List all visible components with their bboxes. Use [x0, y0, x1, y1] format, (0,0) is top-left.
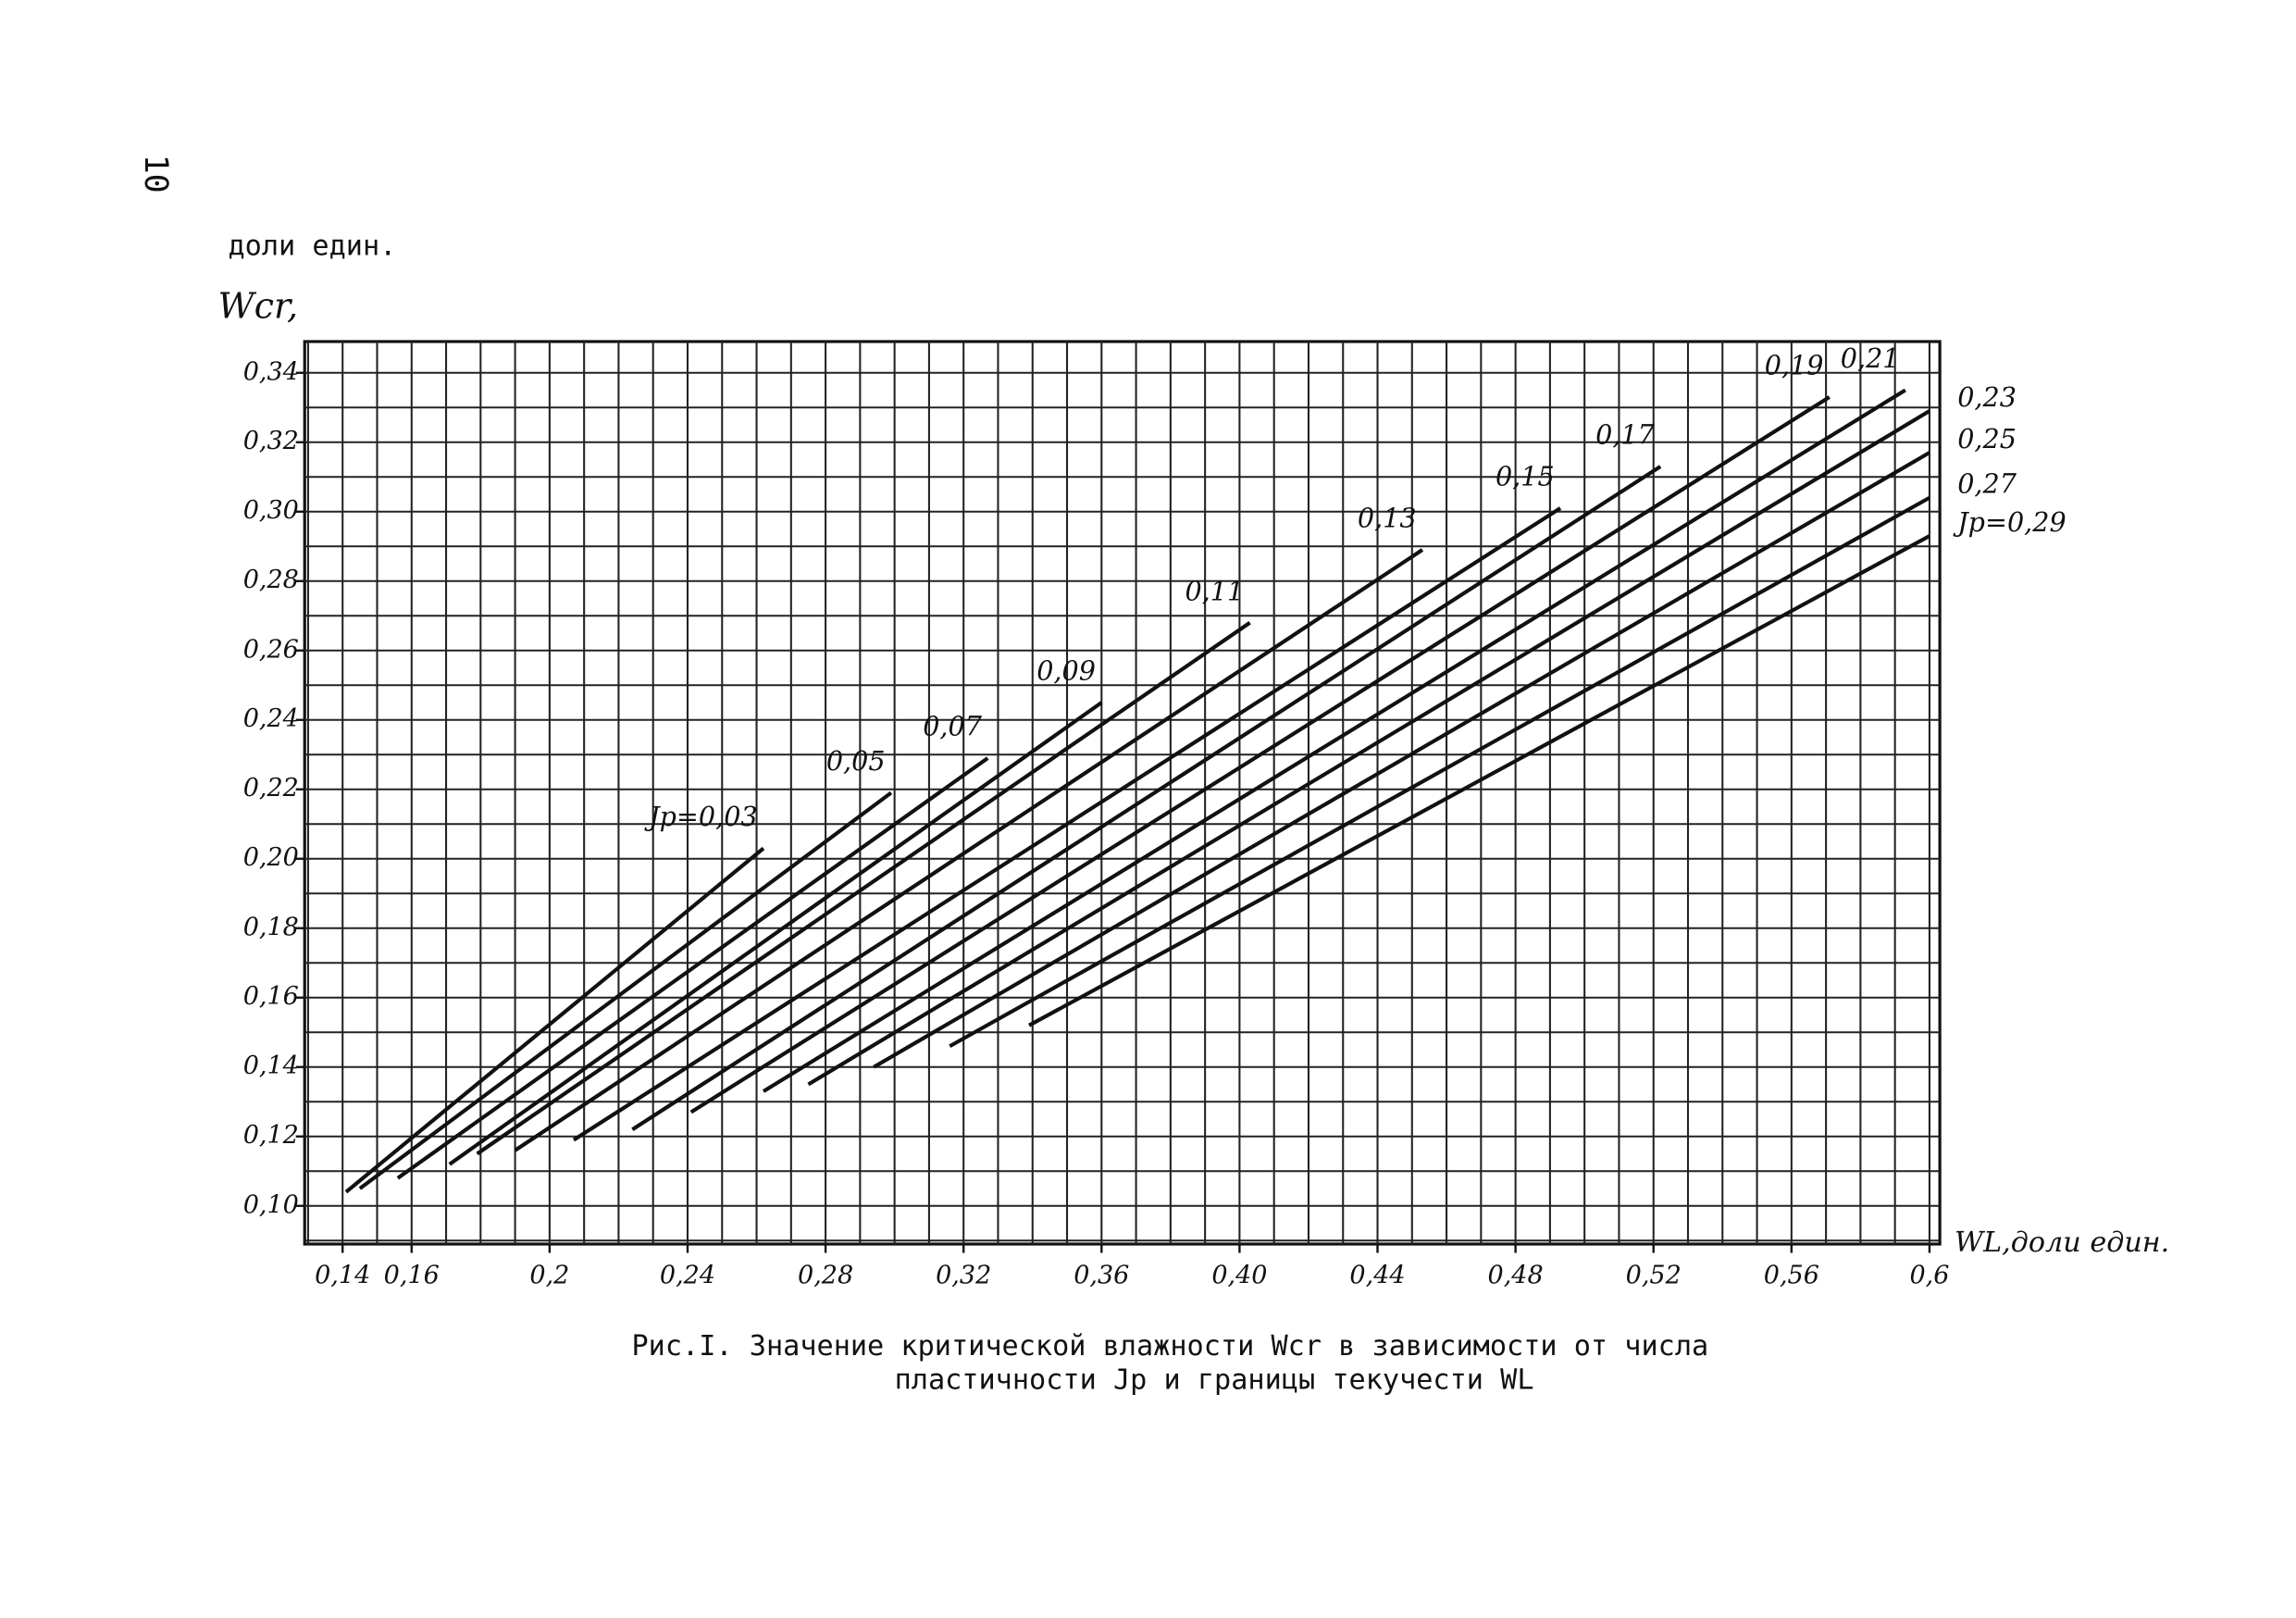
- y-tick-label: 0,22: [243, 774, 299, 803]
- x-tick-label: 0,40: [1211, 1261, 1267, 1289]
- x-tick-label: 0,52: [1626, 1261, 1682, 1289]
- y-tick-label: 0,10: [243, 1190, 299, 1219]
- y-tick-label: 0,30: [243, 496, 299, 525]
- curve: [514, 548, 1424, 1152]
- curve: [1028, 534, 1930, 1027]
- curve: [358, 790, 893, 1190]
- curve: [476, 621, 1251, 1156]
- curve: [807, 409, 1931, 1087]
- y-tick-label: 0,34: [243, 357, 299, 386]
- x-tick-label: 0,2: [529, 1261, 569, 1289]
- page-number: 10: [137, 155, 174, 193]
- curve: [344, 846, 765, 1194]
- curve: [762, 388, 1906, 1093]
- curve-label: 0,15: [1496, 461, 1555, 492]
- x-tick-label: 0,56: [1764, 1261, 1819, 1289]
- curve: [396, 756, 989, 1180]
- curve-label: 0,17: [1595, 419, 1655, 451]
- curve: [572, 506, 1562, 1142]
- curve: [631, 465, 1662, 1131]
- x-tick-label: 0,36: [1074, 1261, 1129, 1289]
- x-tick-label: 0,32: [936, 1261, 991, 1289]
- plot-frame: [303, 340, 1942, 1246]
- curve-label: 0,27: [1957, 468, 2017, 500]
- x-tick-label: 0,6: [1909, 1261, 1949, 1289]
- curve-label: Jp=0,03: [644, 801, 757, 832]
- x-tick-label: 0,14: [315, 1261, 370, 1289]
- curve-label: 0,05: [826, 745, 886, 777]
- y-axis-label: Wcr,: [217, 287, 298, 328]
- y-tick-label: 0,28: [243, 566, 299, 594]
- curve: [689, 395, 1831, 1114]
- x-tick-label: 0,44: [1349, 1261, 1405, 1289]
- x-tick-label: 0,16: [384, 1261, 440, 1289]
- caption-line: пластичности Jp и границы текучести WL: [895, 1363, 1534, 1396]
- curve-label: 0,21: [1841, 342, 1900, 374]
- unit-label: доли един.: [229, 230, 397, 263]
- y-tick-label: 0,32: [243, 427, 299, 455]
- x-tick-label: 0,24: [660, 1261, 715, 1289]
- x-axis-label: WL,доли един.: [1955, 1226, 2169, 1259]
- curve-label: 0,23: [1957, 381, 2017, 413]
- y-tick-label: 0,24: [243, 704, 299, 733]
- curve-label: 0,11: [1185, 575, 1245, 606]
- curve: [949, 495, 1930, 1049]
- y-tick-label: 0,18: [243, 913, 299, 941]
- x-tick-label: 0,48: [1488, 1261, 1544, 1289]
- y-tick-label: 0,16: [243, 982, 299, 1011]
- curve-label: 0,25: [1957, 423, 2017, 454]
- x-tick-label: 0,28: [798, 1261, 853, 1289]
- curve-label: 0,09: [1036, 655, 1096, 687]
- curve-label: Jp=0,29: [1953, 506, 2066, 538]
- curve-label: 0,19: [1765, 350, 1824, 381]
- curve-label: 0,07: [923, 711, 982, 742]
- y-tick-label: 0,12: [243, 1121, 299, 1150]
- curve: [873, 451, 1930, 1069]
- y-tick-label: 0,26: [243, 635, 299, 664]
- curve: [448, 701, 1103, 1166]
- y-tick-label: 0,14: [243, 1052, 299, 1080]
- caption-line: Рис.I. Значение критической влажности Wc…: [632, 1330, 1709, 1363]
- curve-label: 0,13: [1358, 503, 1417, 534]
- y-tick-label: 0,20: [243, 843, 299, 872]
